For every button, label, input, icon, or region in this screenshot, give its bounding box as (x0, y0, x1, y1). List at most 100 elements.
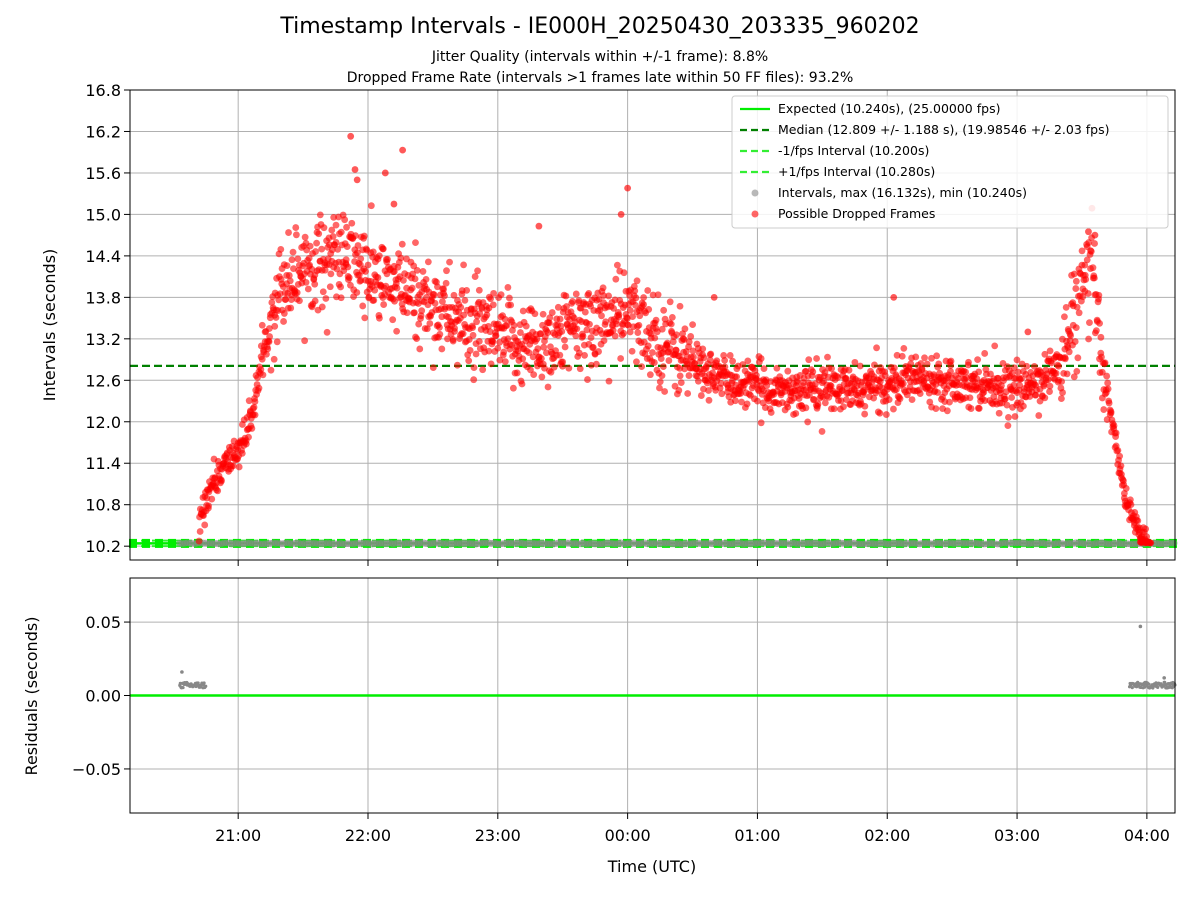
dropped-frame-point (446, 258, 453, 266)
dropped-frame-point (474, 267, 481, 275)
dropped-frame-point (900, 344, 908, 352)
dropped-frame-point (1067, 332, 1075, 339)
dropped-frame-point (598, 312, 605, 320)
dropped-frame-point (1081, 261, 1089, 269)
dropped-frame-point (1035, 412, 1043, 419)
dropped-frame-point (323, 328, 331, 336)
dropped-frame-point (294, 255, 302, 263)
dropped-frame-point (412, 239, 419, 247)
interval-point (1170, 539, 1178, 547)
dropped-frame-point (1090, 274, 1098, 282)
dropped-frame-point (628, 347, 636, 355)
dropped-frame-point (633, 277, 641, 285)
dropped-frame-point (258, 355, 266, 363)
dropped-frame-point (369, 248, 377, 256)
dropped-frame-point (285, 229, 292, 236)
dropped-frame-point (1072, 324, 1080, 332)
dropped-frame-point (489, 301, 497, 309)
dropped-frame-point (293, 289, 301, 297)
residuals-y-axis-label: Residuals (seconds) (22, 617, 41, 776)
intervals-y-ticks: 10.2 10.8 11.4 12.0 12.6 13.2 13.8 14.4 15.0 15.6… (85, 81, 130, 556)
dropped-frame-point (967, 405, 975, 412)
dropped-frame-point (367, 202, 375, 210)
dropped-frame-point (463, 286, 471, 294)
dropped-frame-point (270, 355, 278, 363)
dropped-frame-point (784, 403, 792, 411)
dropped-frame-point (845, 366, 853, 374)
dropped-frame-point (251, 411, 259, 419)
residual-point (1156, 685, 1160, 689)
dropped-frame-point (436, 324, 443, 331)
dropped-frame-point (689, 347, 697, 355)
dropped-frame-point (792, 410, 800, 417)
dropped-frame-point (1011, 413, 1019, 420)
dropped-frame-point (656, 378, 664, 386)
x-tick-label: 00:00 (605, 826, 651, 845)
dropped-frame-point (987, 370, 994, 378)
dropped-frame-point (634, 329, 642, 336)
dropped-frame-point (1127, 501, 1135, 508)
intervals-y-tick-label: 16.2 (85, 122, 121, 141)
dropped-frame-point (470, 364, 478, 372)
dropped-frame-point (454, 361, 461, 369)
dropped-frame-point (652, 316, 660, 324)
x-tick-label: 04:00 (1124, 826, 1170, 845)
dropped-frame-point (965, 358, 972, 366)
dropped-frame-point (327, 270, 335, 278)
dropped-frame-point (912, 353, 920, 361)
dropped-frame-point (640, 301, 648, 308)
dropped-frame-point (946, 398, 953, 406)
intervals-x-ticks (237, 560, 1148, 566)
dropped-frame-point (814, 400, 822, 408)
dropped-frame-outlier (347, 132, 355, 140)
dropped-frame-point (280, 318, 287, 325)
dropped-frame-point (459, 330, 467, 338)
dropped-frame-point (441, 292, 448, 300)
intervals-y-tick-label: 10.8 (85, 496, 121, 515)
dropped-frame-point (663, 339, 671, 347)
dropped-frame-point (484, 323, 492, 330)
dropped-frame-point (572, 332, 580, 340)
dropped-frame-point (631, 287, 639, 295)
dropped-frame-point (531, 310, 539, 318)
dropped-frame-point (343, 243, 351, 251)
dropped-frame-point (615, 311, 623, 319)
x-tick-label: 22:00 (345, 826, 391, 845)
dropped-frame-point (195, 537, 203, 545)
dropped-frame-point (272, 314, 280, 321)
dropped-frame-point (697, 392, 705, 399)
dropped-frame-point (896, 395, 904, 403)
dropped-frame-outlier (381, 169, 389, 177)
dropped-frame-point (201, 521, 209, 529)
dropped-frame-point (1073, 303, 1081, 311)
dropped-frame-point (840, 403, 847, 411)
dropped-frame-point (681, 325, 689, 333)
intervals-y-tick-label: 14.4 (85, 247, 121, 266)
dropped-frame-point (824, 353, 831, 361)
dropped-frame-point (1001, 395, 1009, 403)
dropped-frame-point (1071, 338, 1079, 345)
dropped-frame-point (319, 288, 327, 296)
dropped-frame-point (1098, 353, 1105, 361)
dropped-frame-point (599, 284, 607, 292)
dropped-frame-point (691, 359, 698, 367)
dropped-frame-point (411, 309, 418, 316)
dropped-frame-point (242, 440, 250, 448)
dropped-frame-subtitle: Dropped Frame Rate (intervals >1 frames … (346, 70, 854, 86)
dropped-frame-point (1023, 362, 1031, 370)
dropped-frame-point (370, 296, 378, 304)
dropped-frame-point (557, 322, 565, 330)
dropped-frame-point (1083, 256, 1091, 264)
dropped-frame-point (1074, 354, 1082, 362)
dropped-frame-point (371, 286, 379, 294)
dropped-frame-point (419, 268, 427, 275)
dropped-frame-point (487, 295, 494, 303)
dropped-frame-point (1046, 382, 1054, 390)
dropped-frame-point (569, 298, 576, 305)
dropped-frame-point (658, 325, 666, 333)
dropped-frame-point (305, 254, 313, 262)
dropped-frame-point (1063, 370, 1071, 378)
legend-plus-fps-label: +1/fps Interval (10.280s) (778, 164, 935, 179)
dropped-frame-point (581, 308, 589, 316)
dropped-frame-point (613, 320, 620, 328)
